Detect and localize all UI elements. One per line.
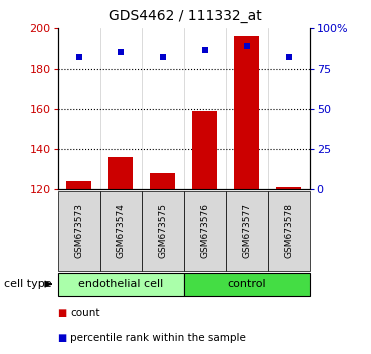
Text: GDS4462 / 111332_at: GDS4462 / 111332_at [109,9,262,23]
Text: control: control [227,279,266,289]
Text: ■: ■ [58,333,67,343]
Bar [192,111,217,189]
Text: GSM673577: GSM673577 [242,204,251,258]
Bar [234,36,259,189]
Text: cell type: cell type [4,279,51,289]
Text: GSM673573: GSM673573 [74,204,83,258]
Text: count: count [70,308,100,318]
Bar [150,173,175,189]
Bar [108,157,133,189]
Text: GSM673578: GSM673578 [284,204,293,258]
Text: GSM673576: GSM673576 [200,204,209,258]
Bar [276,187,301,189]
Bar [66,181,91,189]
Text: percentile rank within the sample: percentile rank within the sample [70,333,246,343]
Text: endothelial cell: endothelial cell [78,279,163,289]
Text: GSM673574: GSM673574 [116,204,125,258]
Text: GSM673575: GSM673575 [158,204,167,258]
Text: ■: ■ [58,308,67,318]
